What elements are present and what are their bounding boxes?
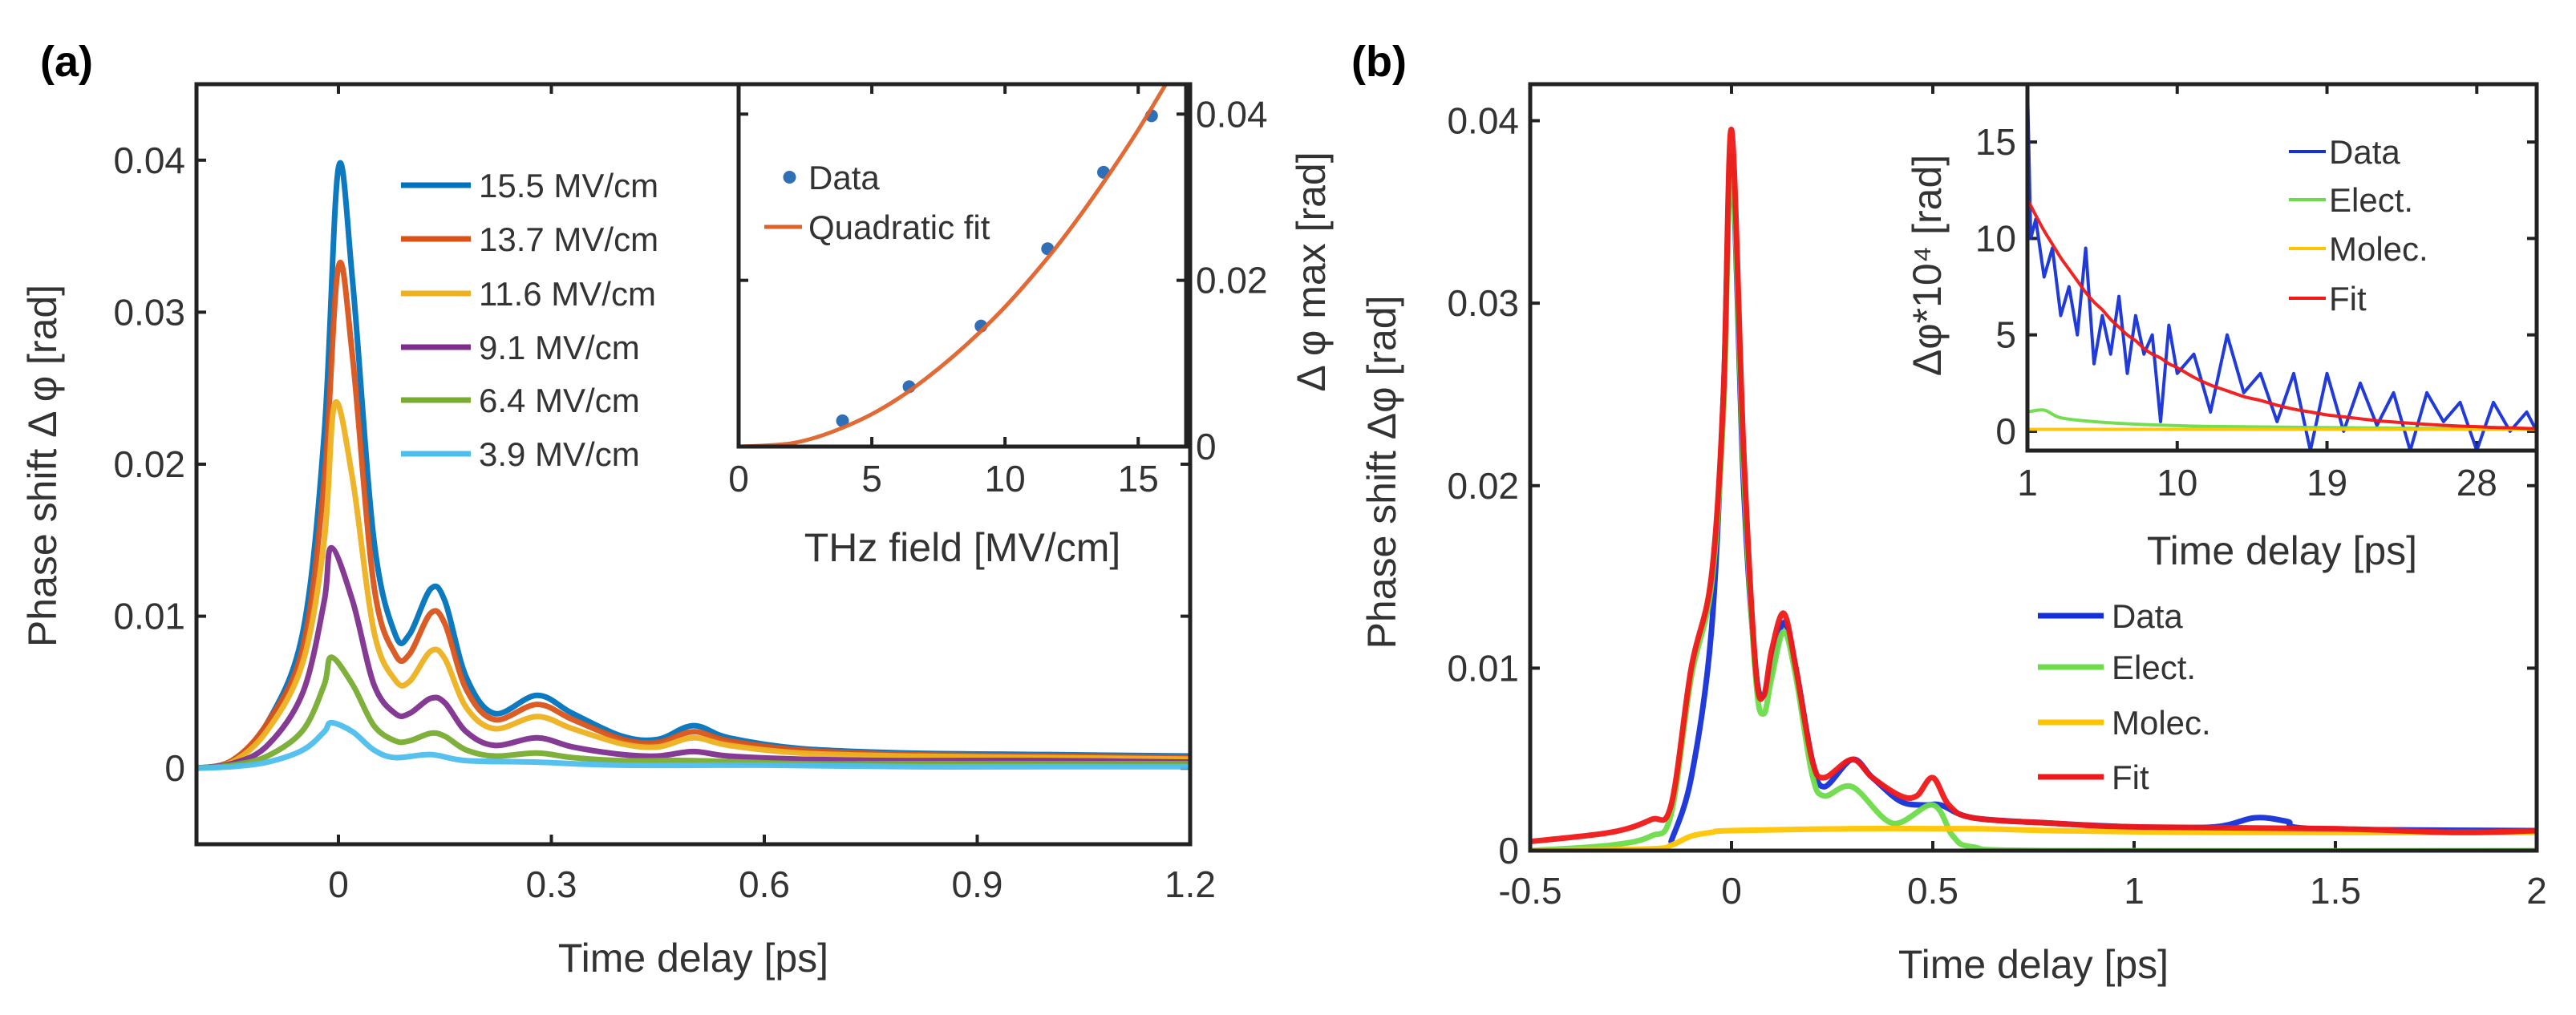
x-tick-label: 15 <box>1118 458 1159 499</box>
y-tick-label: 0.04 <box>1447 100 1519 142</box>
chart-b-inset: 1 10 19 28 0 5 10 15 Time delay [ps] Δφ*10⁴ [rad]… <box>1905 82 2539 573</box>
x-tick-label: 1.2 <box>1164 863 1216 905</box>
axes-frame <box>736 82 1189 449</box>
inset-background <box>2027 84 2537 451</box>
x-tick-label: 0.5 <box>1907 870 1958 912</box>
legend-label: 13.7 MV/cm <box>479 220 658 258</box>
x-tick-label: 0 <box>1721 870 1742 912</box>
plot-area <box>1530 127 2537 851</box>
y-tick-label: 0 <box>164 747 185 789</box>
series-line-molec- <box>1530 825 2537 851</box>
legend-label: Molec. <box>2112 704 2211 742</box>
legend-label: Molec. <box>2329 230 2428 268</box>
series-line-13-7-mv-cm <box>196 259 1190 771</box>
y-axis-label: Phase shift Δφ [rad] <box>1359 295 1404 649</box>
data-point <box>836 414 849 427</box>
x-tick-label: 0.3 <box>526 863 577 905</box>
x-tick-label: 10 <box>2157 462 2197 503</box>
legend-marker <box>783 171 796 184</box>
x-tick-label: 0 <box>328 863 349 905</box>
x-axis-label: Time delay [ps] <box>558 936 828 981</box>
legend-label: Data <box>808 159 880 196</box>
y-axis-label: Δ φ max [rad] <box>1289 152 1334 391</box>
plot-area <box>2027 84 2537 451</box>
legend-label: Quadratic fit <box>808 208 990 246</box>
x-axis-label: Time delay [ps] <box>2147 528 2417 573</box>
x-tick-label: 0 <box>728 458 749 499</box>
legend-label: Data <box>2112 597 2183 635</box>
y-tick-label: 0 <box>1196 426 1217 467</box>
axes-frame <box>194 82 1193 847</box>
y-tick-label: 10 <box>1975 217 2016 259</box>
y-axis-label: Phase shift Δ φ [rad] <box>20 285 65 647</box>
chart-a-inset: 0 5 10 15 0 0.02 0.04 THz field [MV/cm] Δ φ max … <box>728 82 1334 570</box>
panel-label-b: (b) <box>1351 38 1407 86</box>
y-tick-label: 0.04 <box>113 140 185 181</box>
x-tick-label: 10 <box>985 458 1026 499</box>
x-tick-label: 0.9 <box>952 863 1003 905</box>
x-axis-label: Time delay [ps] <box>1898 942 2169 987</box>
legend-label: 11.6 MV/cm <box>479 275 656 313</box>
y-tick-label: 0.04 <box>1196 93 1268 135</box>
plot-area <box>196 160 1190 771</box>
plot-area <box>739 84 1169 447</box>
legend-label: Elect. <box>2112 649 2196 686</box>
inset-background <box>739 84 1186 447</box>
series-line-quadratic-fit <box>739 84 1169 447</box>
series-line-fit <box>2027 198 2537 431</box>
legend-label: Elect. <box>2329 181 2413 219</box>
x-tick-label: 28 <box>2457 462 2497 503</box>
y-axis-label: Δφ*10⁴ [rad] <box>1905 155 1950 376</box>
series-line-fit <box>1530 127 2537 845</box>
legend-label: 9.1 MV/cm <box>479 329 640 366</box>
x-tick-label: 0.6 <box>739 863 790 905</box>
x-tick-label: 1.5 <box>2310 870 2361 912</box>
panel-label-a: (a) <box>40 38 93 86</box>
y-tick-label: 0 <box>1995 410 2016 452</box>
y-tick-label: 0.01 <box>113 596 185 637</box>
legend-label: 6.4 MV/cm <box>479 382 640 419</box>
legend-label: Data <box>2329 133 2400 171</box>
x-tick-label: 19 <box>2307 462 2347 503</box>
y-tick-label: 0.03 <box>1447 282 1519 324</box>
series-line-3-9-mv-cm <box>196 719 1190 771</box>
y-tick-label: 5 <box>1995 314 2016 356</box>
x-tick-label: 2 <box>2526 870 2547 912</box>
series-line-11-6-mv-cm <box>196 398 1190 771</box>
axes-frame <box>2025 82 2539 453</box>
y-tick-label: 0.03 <box>113 291 185 333</box>
x-tick-label: 5 <box>861 458 882 499</box>
series-line-9-1-mv-cm <box>196 544 1190 771</box>
y-tick-label: 0.01 <box>1447 647 1519 689</box>
y-tick-label: 15 <box>1975 121 2016 163</box>
y-tick-label: 0 <box>1498 830 1519 871</box>
legend-label: 15.5 MV/cm <box>479 167 658 204</box>
y-tick-label: 0.02 <box>113 443 185 485</box>
x-tick-label: -0.5 <box>1498 870 1561 912</box>
legend-label: Fit <box>2329 280 2367 317</box>
y-tick-label: 0.02 <box>1196 260 1268 301</box>
x-tick-label: 1 <box>2124 870 2145 912</box>
x-axis-label: THz field [MV/cm] <box>804 525 1120 570</box>
legend-label: 3.9 MV/cm <box>479 435 640 473</box>
y-tick-label: 0.02 <box>1447 465 1519 507</box>
legend-label: Fit <box>2112 758 2149 796</box>
chart-a-main: 0 0.3 0.6 0.9 1.2 0 0.01 0.02 0.03 0.04 Time delay… <box>20 82 1216 981</box>
x-tick-label: 1 <box>2017 462 2038 503</box>
